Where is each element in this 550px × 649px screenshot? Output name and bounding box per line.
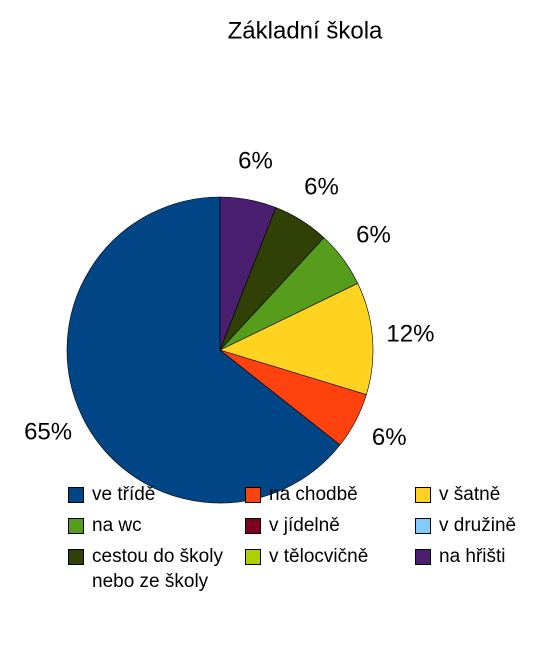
legend-entry: v šatně xyxy=(415,482,550,507)
legend-entry: cestou do školy nebo ze školy xyxy=(68,544,232,594)
legend-swatch xyxy=(245,518,261,534)
legend-swatch xyxy=(415,487,431,503)
legend-swatch xyxy=(245,487,261,503)
legend-swatch xyxy=(245,549,261,565)
data-label: 12% xyxy=(386,321,434,348)
data-label: 6% xyxy=(304,174,339,201)
legend-entry: v družině xyxy=(415,513,550,538)
legend-entry: ve třídě xyxy=(68,482,232,507)
data-label: 6% xyxy=(356,222,391,249)
pie-slice xyxy=(66,196,341,504)
legend-label: v tělocvičně xyxy=(269,546,369,567)
pie-slice xyxy=(219,282,374,395)
legend-swatch xyxy=(68,518,84,534)
legend-label: na wc xyxy=(92,515,142,536)
legend-label: v jídelně xyxy=(269,515,340,536)
data-label: 6% xyxy=(372,424,407,451)
legend-label: v družině xyxy=(439,515,517,536)
legend-swatch xyxy=(415,518,431,534)
legend-label: na hřišti xyxy=(439,546,506,567)
legend-swatch xyxy=(68,549,84,565)
legend-label: cestou do školy nebo ze školy xyxy=(92,546,223,592)
data-label: 65% xyxy=(24,419,72,446)
legend-entry: v jídelně xyxy=(245,513,387,538)
chart-title: Základní škola xyxy=(228,17,383,44)
legend-label: v šatně xyxy=(439,484,501,505)
data-label: 6% xyxy=(238,148,273,175)
legend-entry: na hřišti xyxy=(415,544,550,569)
legend-swatch xyxy=(68,487,84,503)
legend-entry: na chodbě xyxy=(245,482,387,507)
pie-slice xyxy=(219,196,277,351)
legend-label: ve třídě xyxy=(92,484,156,505)
legend-swatch xyxy=(415,549,431,565)
legend-label: na chodbě xyxy=(269,484,358,505)
legend-entry: v tělocvičně xyxy=(245,544,387,569)
legend-entry: na wc xyxy=(68,513,232,538)
